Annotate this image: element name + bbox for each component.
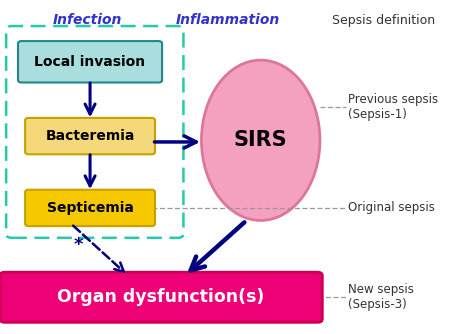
- Text: SIRS: SIRS: [234, 130, 288, 150]
- Text: New sepsis
(Sepsis-3): New sepsis (Sepsis-3): [348, 283, 414, 311]
- Text: Septicemia: Septicemia: [46, 201, 134, 215]
- Text: Inflammation: Inflammation: [175, 13, 280, 27]
- FancyBboxPatch shape: [25, 118, 155, 154]
- FancyBboxPatch shape: [18, 41, 162, 82]
- FancyBboxPatch shape: [0, 272, 322, 322]
- Text: Bacteremia: Bacteremia: [46, 129, 135, 143]
- Text: Sepsis definition: Sepsis definition: [332, 14, 436, 26]
- Text: Original sepsis: Original sepsis: [348, 201, 435, 214]
- FancyBboxPatch shape: [25, 190, 155, 226]
- Text: *: *: [73, 236, 83, 255]
- Text: Infection: Infection: [53, 13, 122, 27]
- Text: Organ dysfunction(s): Organ dysfunction(s): [57, 288, 265, 306]
- Text: Local invasion: Local invasion: [35, 55, 146, 69]
- Text: Previous sepsis
(Sepsis-1): Previous sepsis (Sepsis-1): [348, 93, 438, 121]
- Ellipse shape: [201, 60, 320, 220]
